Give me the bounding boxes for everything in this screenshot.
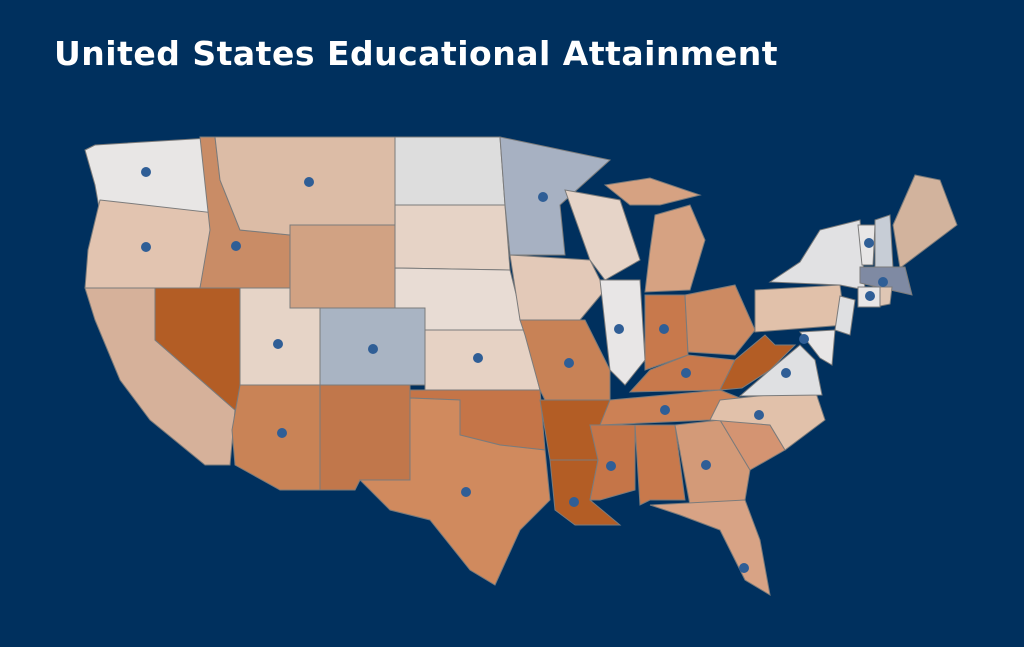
state bbox=[754, 284, 846, 333]
state bbox=[892, 174, 958, 269]
state bbox=[719, 334, 797, 391]
state bbox=[879, 286, 893, 307]
state bbox=[738, 344, 823, 397]
marker bbox=[304, 177, 314, 187]
state bbox=[834, 295, 856, 336]
state bbox=[603, 177, 702, 206]
marker bbox=[368, 344, 378, 354]
state bbox=[289, 224, 396, 309]
state bbox=[644, 204, 706, 293]
markers bbox=[141, 167, 888, 573]
state bbox=[394, 204, 511, 271]
marker bbox=[681, 368, 691, 378]
state bbox=[394, 136, 506, 206]
title: United States Educational Attainment bbox=[54, 34, 778, 73]
state bbox=[214, 136, 396, 236]
marker bbox=[273, 339, 283, 349]
state bbox=[231, 384, 321, 491]
state bbox=[499, 136, 612, 256]
marker bbox=[660, 405, 670, 415]
marker bbox=[141, 242, 151, 252]
state bbox=[358, 397, 551, 586]
state bbox=[564, 189, 641, 281]
marker bbox=[473, 353, 483, 363]
marker bbox=[799, 334, 809, 344]
marker bbox=[141, 167, 151, 177]
state bbox=[874, 214, 894, 269]
marker bbox=[564, 358, 574, 368]
marker bbox=[538, 192, 548, 202]
marker bbox=[277, 428, 287, 438]
state bbox=[768, 219, 866, 291]
marker bbox=[659, 324, 669, 334]
state bbox=[509, 254, 606, 321]
marker bbox=[865, 291, 875, 301]
state bbox=[634, 424, 686, 506]
state bbox=[674, 419, 751, 506]
state bbox=[684, 284, 756, 356]
marker bbox=[231, 241, 241, 251]
states bbox=[84, 136, 958, 596]
marker bbox=[701, 460, 711, 470]
marker bbox=[878, 277, 888, 287]
marker bbox=[864, 238, 874, 248]
state bbox=[319, 384, 411, 491]
marker bbox=[606, 461, 616, 471]
marker bbox=[739, 563, 749, 573]
marker bbox=[461, 487, 471, 497]
marker bbox=[781, 368, 791, 378]
marker bbox=[569, 497, 579, 507]
state bbox=[649, 499, 771, 596]
marker bbox=[614, 324, 624, 334]
marker bbox=[754, 410, 764, 420]
